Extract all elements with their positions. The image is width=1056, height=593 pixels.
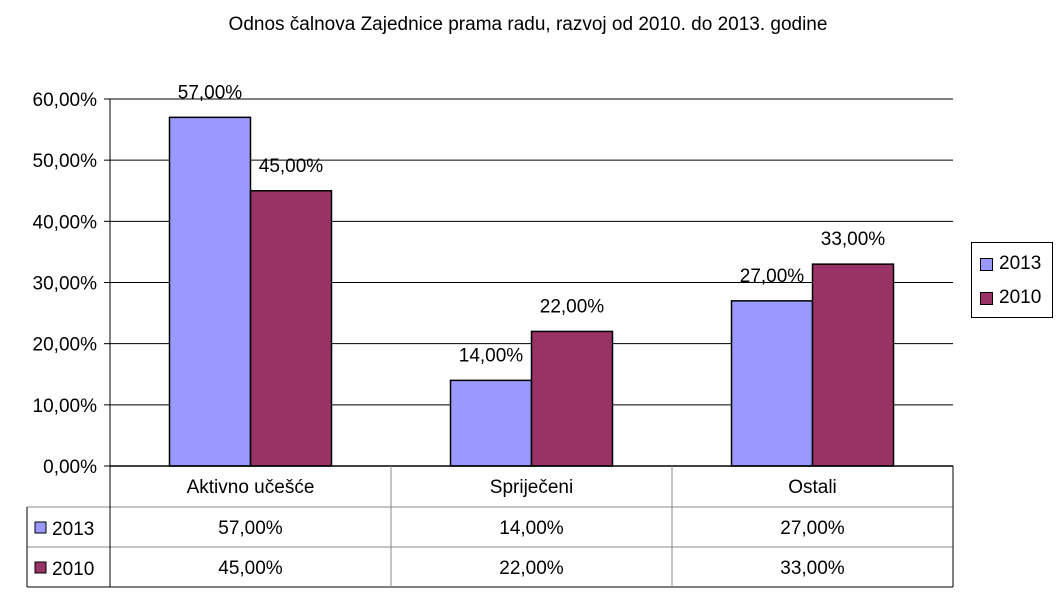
legend-swatch-2013 [980, 257, 993, 271]
y-tick-label: 10,00% [33, 396, 98, 417]
y-tick-label: 60,00% [33, 90, 98, 111]
legend-label-2013: 2013 [999, 253, 1042, 274]
y-tick-label: 0,00% [43, 457, 97, 478]
table-series-label: 2010 [52, 559, 94, 580]
legend-swatch-2010 [980, 291, 993, 305]
bar-2013-0 [168, 116, 252, 467]
table-cell: 22,00% [499, 558, 564, 579]
y-tick-label: 40,00% [33, 212, 98, 233]
axes: 0,00% 10,00% 20,00% 30,00% 40,00% 50,00% 60,00… [33, 90, 111, 478]
data-label: 27,00% [740, 266, 805, 287]
x-tick-label: Spriječeni [490, 477, 573, 498]
data-label: 22,00% [540, 296, 605, 317]
legend-item-2010: 2010 [980, 285, 1041, 311]
legend-label-2010: 2010 [999, 287, 1042, 308]
legend-item-2013: 2013 [980, 251, 1041, 277]
data-label: 45,00% [259, 156, 324, 177]
x-tick-label: Aktivno učešće [187, 477, 315, 498]
data-label: 33,00% [821, 229, 886, 250]
data-label: 57,00% [178, 82, 243, 103]
y-tick-label: 50,00% [33, 151, 98, 172]
table-cell: 33,00% [780, 558, 845, 579]
data-label: 14,00% [459, 345, 524, 366]
data-table: Aktivno učešće Spriječeni Ostali 2013 57,00%… [26, 465, 954, 588]
bar-2013-1 [449, 379, 533, 467]
table-swatch-2010 [34, 561, 47, 574]
chart-title: Odnos čalnova Zajednice prama radu, razv… [228, 14, 828, 35]
y-tick-label: 20,00% [33, 335, 98, 356]
table-cell: 45,00% [218, 558, 283, 579]
legend: 2013 2010 [971, 242, 1053, 318]
table-swatch-2013 [34, 521, 47, 534]
bar-2010-0 [249, 190, 333, 467]
table-cell: 14,00% [499, 518, 564, 539]
bar-2010-1 [530, 330, 614, 467]
table-cell: 57,00% [218, 518, 283, 539]
y-tick-label: 30,00% [33, 274, 98, 295]
table-series-label: 2013 [52, 519, 94, 540]
bars [168, 116, 895, 467]
data-labels: 57,00% 45,00% 14,00% 22,00% 27,00% 33,00% [178, 82, 886, 366]
x-tick-label: Ostali [788, 477, 837, 498]
bar-2010-2 [811, 263, 895, 467]
bar-2013-2 [730, 300, 814, 467]
table-cell: 27,00% [780, 518, 845, 539]
